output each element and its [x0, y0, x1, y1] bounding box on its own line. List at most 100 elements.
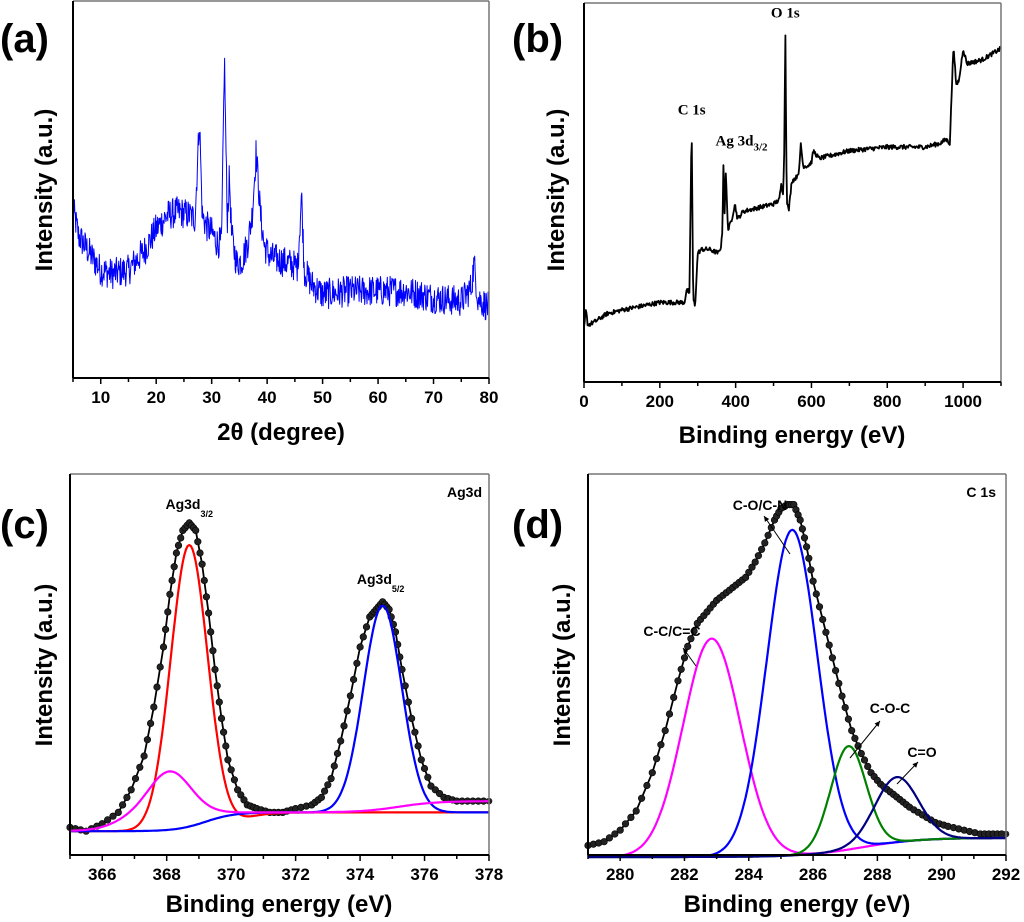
tick-layer-b: 0 200 400 600 800 1000	[579, 382, 1002, 411]
data-point	[860, 756, 869, 764]
data-point	[648, 769, 656, 777]
x-tick-label: 282	[670, 865, 698, 884]
series-line-c-o	[588, 776, 1006, 859]
data-point	[661, 726, 669, 735]
x-axis-title-c: Binding energy (eV)	[166, 891, 393, 918]
data-point	[807, 566, 815, 574]
data-point	[611, 830, 619, 838]
data-point	[198, 560, 206, 568]
series-layer-b	[583, 34, 1002, 327]
peak-annotation: C=O	[907, 744, 936, 760]
data-point	[234, 786, 242, 794]
data-point	[828, 654, 837, 662]
data-point	[147, 719, 155, 728]
data-point	[140, 752, 148, 760]
arrow-head-icon	[912, 762, 918, 768]
data-point	[359, 633, 367, 641]
data-point	[240, 796, 248, 804]
data-point	[605, 834, 614, 842]
x-tick-label: 372	[281, 865, 309, 884]
data-point	[741, 573, 750, 582]
data-point	[230, 776, 238, 784]
data-point	[321, 787, 329, 795]
data-point	[404, 698, 413, 706]
x-tick-label: 20	[147, 388, 166, 407]
peak-annotation: C-C/C=C	[643, 623, 700, 639]
data-point	[350, 675, 358, 684]
data-point	[680, 654, 689, 662]
data-point	[356, 643, 364, 651]
data-point	[417, 756, 425, 764]
data-point	[202, 593, 210, 601]
data-point	[687, 635, 695, 643]
x-tick-label: 374	[346, 865, 375, 884]
data-point	[192, 526, 200, 535]
x-tick-label: 10	[91, 388, 110, 407]
data-point	[172, 549, 180, 557]
x-tick-label: 292	[992, 865, 1020, 884]
data-point	[222, 742, 230, 750]
y-axis-title-a: Intensity (a.u.)	[31, 109, 58, 272]
data-point	[632, 807, 640, 815]
data-point	[156, 663, 164, 671]
x-tick-label: 368	[153, 865, 181, 884]
arrow-head-icon	[683, 648, 689, 654]
peak-annotation: C 1s	[678, 102, 706, 118]
data-point	[131, 774, 140, 783]
data-point	[109, 812, 117, 820]
data-point	[424, 773, 432, 781]
data-point	[819, 615, 827, 624]
data-point	[205, 609, 213, 617]
data-point	[207, 628, 215, 636]
data-point	[333, 749, 342, 758]
annotation-arrow	[849, 720, 881, 759]
data-point	[854, 742, 862, 750]
x-tick-label: 200	[646, 392, 674, 411]
data-point	[670, 693, 678, 702]
data-point	[362, 623, 371, 631]
data-point	[220, 728, 228, 736]
data-point	[408, 714, 416, 723]
data-point	[848, 726, 856, 735]
panel-label-b: (b)	[512, 17, 563, 61]
series-line-c-o-c-n	[588, 528, 1006, 859]
x-tick-label: 284	[735, 865, 764, 884]
series-line-satellite-background	[69, 770, 489, 832]
x-tick-label: 600	[797, 392, 825, 411]
data-point	[136, 763, 144, 771]
x-tick-label: 50	[313, 388, 332, 407]
x-tick-label: 40	[258, 388, 277, 407]
arrow-head-icon	[874, 721, 880, 727]
data-point	[684, 642, 692, 651]
data-point	[215, 698, 223, 706]
data-point	[802, 543, 811, 551]
data-point	[812, 590, 820, 598]
x-tick-label: 290	[928, 865, 956, 884]
data-point	[637, 794, 646, 802]
data-point	[174, 541, 183, 550]
data-point	[657, 741, 665, 749]
annotation-layer-b: C 1s Ag 3d3/2 O 1s	[678, 6, 800, 154]
tick-layer-c: 366 368 370 372 374 376 378	[69, 855, 503, 884]
y-axis-title-d: Intensity (a.u.)	[549, 584, 576, 747]
data-point	[177, 534, 185, 542]
x-axis-title-a: 2θ (degree)	[217, 419, 345, 446]
arrow-head-icon	[764, 516, 770, 522]
panel-d-c1s: (d) 280 282 284 286 288 290 292 Binding energy…	[512, 473, 1020, 918]
panel-label-c: (c)	[0, 503, 49, 547]
series-line-experimental	[587, 503, 1006, 847]
data-point	[143, 736, 151, 744]
data-point	[621, 820, 630, 828]
data-point	[353, 659, 361, 667]
data-point	[677, 665, 685, 673]
peak-annotation: Ag3d3/2	[165, 496, 213, 519]
data-point	[200, 576, 208, 585]
tick-layer-a: 10 20 30 40 50 60 70 80	[72, 378, 499, 407]
data-point	[761, 539, 769, 547]
data-point	[114, 808, 122, 817]
data-point	[123, 793, 131, 802]
data-point	[127, 786, 135, 794]
x-tick-label: 80	[480, 388, 499, 407]
data-point	[324, 781, 332, 789]
x-tick-label: 0	[579, 392, 588, 411]
